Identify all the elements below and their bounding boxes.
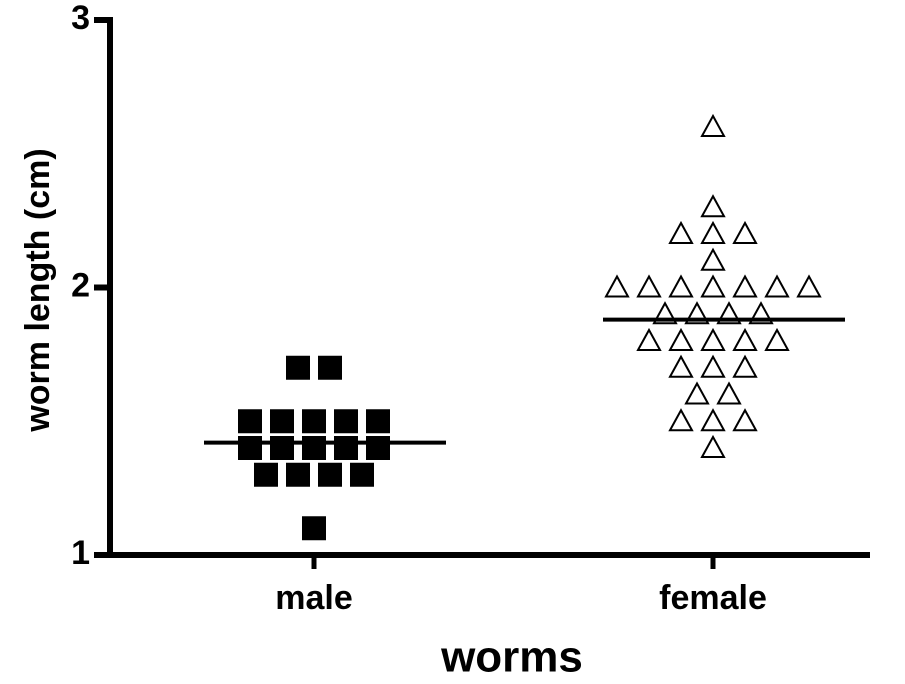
- data-point: [238, 436, 262, 460]
- data-point: [254, 462, 278, 487]
- data-point: [286, 462, 310, 487]
- data-point: [700, 220, 726, 244]
- data-point: [700, 194, 726, 218]
- data-point: [318, 462, 342, 487]
- y-tick-label: 1: [71, 534, 90, 572]
- data-point: [668, 327, 694, 351]
- data-point: [700, 113, 726, 137]
- data-point: [732, 274, 758, 298]
- data-point: [366, 436, 390, 460]
- data-point: [700, 327, 726, 351]
- data-point: [700, 247, 726, 271]
- data-point: [700, 354, 726, 378]
- data-point: [334, 436, 358, 460]
- data-point: [238, 409, 262, 434]
- data-point: [302, 436, 326, 460]
- data-point: [684, 381, 710, 405]
- data-point: [700, 434, 726, 458]
- y-tick-label: 2: [71, 266, 90, 304]
- x-tick-label: male: [275, 579, 353, 617]
- x-tick-label: female: [659, 579, 767, 617]
- data-point: [366, 409, 390, 434]
- data-point: [636, 274, 662, 298]
- data-point: [334, 409, 358, 434]
- data-point: [270, 436, 294, 460]
- data-point: [732, 327, 758, 351]
- data-point: [668, 220, 694, 244]
- data-point: [302, 409, 326, 434]
- data-point: [350, 462, 374, 487]
- data-point: [796, 274, 822, 298]
- data-point: [732, 408, 758, 432]
- data-point: [636, 327, 662, 351]
- data-point: [700, 408, 726, 432]
- data-point: [668, 408, 694, 432]
- data-point: [716, 381, 742, 405]
- data-point: [764, 327, 790, 351]
- data-point: [732, 354, 758, 378]
- y-tick-label: 3: [71, 0, 90, 37]
- y-axis-label: worm length (cm): [19, 148, 57, 432]
- data-point: [700, 274, 726, 298]
- data-point: [604, 274, 630, 298]
- data-point: [668, 354, 694, 378]
- x-axis-label: worms: [440, 633, 583, 682]
- data-point: [270, 409, 294, 434]
- data-point: [302, 516, 326, 541]
- data-point: [318, 355, 342, 380]
- data-point: [668, 274, 694, 298]
- data-point: [286, 355, 310, 380]
- data-point: [732, 220, 758, 244]
- data-point: [764, 274, 790, 298]
